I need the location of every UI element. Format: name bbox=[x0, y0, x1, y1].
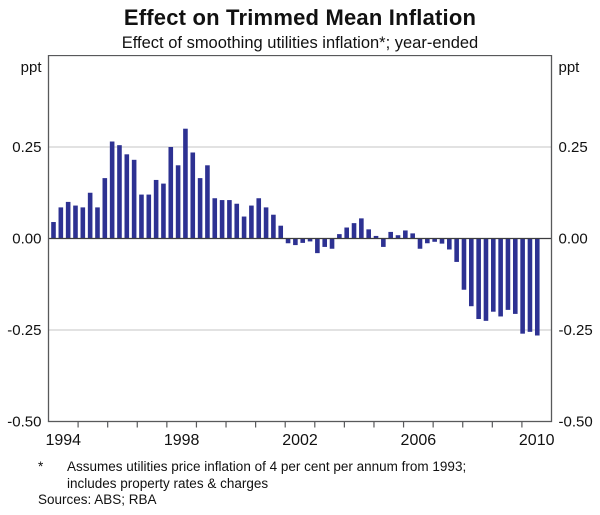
y-tick-label-right: -0.25 bbox=[559, 322, 593, 339]
bar bbox=[73, 205, 78, 239]
bar bbox=[417, 238, 423, 249]
footnote-row: * Assumes utilities price inflation of 4… bbox=[38, 459, 600, 492]
bar bbox=[359, 218, 364, 239]
bar bbox=[124, 154, 130, 239]
bar bbox=[227, 200, 232, 239]
bar bbox=[153, 179, 159, 239]
bar bbox=[219, 200, 225, 239]
bar bbox=[256, 198, 262, 239]
chart-subtitle: Effect of smoothing utilities inflation*… bbox=[121, 34, 479, 52]
bar bbox=[263, 207, 269, 239]
bar bbox=[337, 234, 342, 239]
bar bbox=[307, 238, 313, 242]
bar bbox=[234, 203, 240, 239]
bar bbox=[373, 235, 379, 239]
bar bbox=[366, 229, 371, 239]
footnote: * Assumes utilities price inflation of 4… bbox=[0, 459, 600, 509]
bar bbox=[403, 230, 408, 239]
bar bbox=[109, 141, 115, 239]
bar bbox=[322, 238, 328, 247]
bar bbox=[454, 238, 459, 262]
bar bbox=[505, 238, 511, 310]
bar bbox=[461, 238, 467, 290]
bar bbox=[65, 201, 71, 239]
bar bbox=[87, 192, 93, 239]
footnote-text: Assumes utilities price inflation of 4 p… bbox=[67, 459, 600, 492]
bar bbox=[205, 165, 210, 239]
bar bbox=[161, 183, 166, 239]
bar bbox=[512, 238, 518, 314]
footnote-line1: Assumes utilities price inflation of 4 p… bbox=[67, 459, 467, 474]
bar bbox=[131, 159, 137, 239]
bar bbox=[520, 238, 525, 334]
bar bbox=[168, 147, 174, 239]
bar bbox=[439, 238, 445, 244]
y-tick-label-left: 0.00 bbox=[12, 231, 41, 248]
bar bbox=[476, 238, 481, 320]
x-tick-label: 1994 bbox=[45, 432, 81, 449]
bar bbox=[212, 198, 218, 239]
bar bbox=[425, 238, 430, 244]
bar bbox=[527, 238, 533, 332]
bar bbox=[102, 178, 108, 239]
bar bbox=[381, 238, 386, 247]
chart-title: Effect on Trimmed Mean Inflation bbox=[123, 5, 477, 30]
bar bbox=[51, 222, 56, 239]
plot-frame bbox=[47, 54, 553, 423]
bar bbox=[80, 207, 86, 239]
bar bbox=[300, 238, 306, 243]
y-tick-label-left: -0.50 bbox=[7, 414, 41, 431]
y-tick-label-left: 0.25 bbox=[12, 139, 41, 156]
bar bbox=[469, 238, 474, 307]
bar bbox=[388, 231, 393, 239]
footnote-marker: * bbox=[38, 459, 44, 474]
bar bbox=[491, 238, 496, 312]
bar bbox=[117, 145, 122, 239]
x-tick-label: 2010 bbox=[519, 432, 555, 449]
bar bbox=[432, 238, 437, 242]
bar bbox=[241, 216, 247, 239]
bar bbox=[483, 238, 489, 321]
axis-unit-label-left: ppt bbox=[21, 59, 43, 76]
bar bbox=[278, 225, 284, 239]
y-tick-label-right: 0.25 bbox=[559, 139, 588, 156]
bar bbox=[95, 207, 100, 239]
bar bbox=[329, 238, 335, 249]
bar bbox=[293, 238, 298, 246]
x-tick-label: 2002 bbox=[282, 432, 318, 449]
chart-area: 1994 1998 2002 2006 2010 0.25 0.25 0.00 0.00 -0.2… bbox=[0, 54, 600, 455]
y-tick-label-right: -0.50 bbox=[559, 414, 593, 431]
bar bbox=[534, 238, 540, 336]
footnote-line2: includes property rates & charges bbox=[67, 475, 269, 491]
bar bbox=[175, 165, 181, 239]
bar bbox=[395, 235, 401, 239]
bar bbox=[498, 238, 503, 317]
x-tick-label: 2006 bbox=[401, 432, 437, 449]
bar bbox=[249, 205, 254, 239]
y-tick-label-right: 0.00 bbox=[559, 231, 588, 248]
bar bbox=[315, 238, 320, 254]
bar bbox=[58, 207, 64, 239]
bar bbox=[351, 223, 357, 239]
chart-canvas: 1994 1998 2002 2006 2010 0.25 0.25 0.00 0.00 -0.2… bbox=[7, 54, 593, 449]
axis-unit-label-right: ppt bbox=[559, 59, 581, 76]
bar bbox=[285, 238, 291, 244]
bar bbox=[183, 128, 188, 239]
sources-line: Sources: ABS; RBA bbox=[38, 492, 157, 507]
bar bbox=[197, 178, 203, 239]
y-tick-label-left: -0.25 bbox=[7, 322, 41, 339]
bar bbox=[271, 214, 276, 239]
x-tick-label: 1998 bbox=[164, 432, 200, 449]
bar bbox=[146, 194, 152, 239]
bar bbox=[410, 233, 415, 239]
bar bbox=[190, 152, 196, 239]
bar bbox=[139, 194, 144, 239]
bar bbox=[344, 227, 349, 239]
bar bbox=[447, 238, 452, 250]
